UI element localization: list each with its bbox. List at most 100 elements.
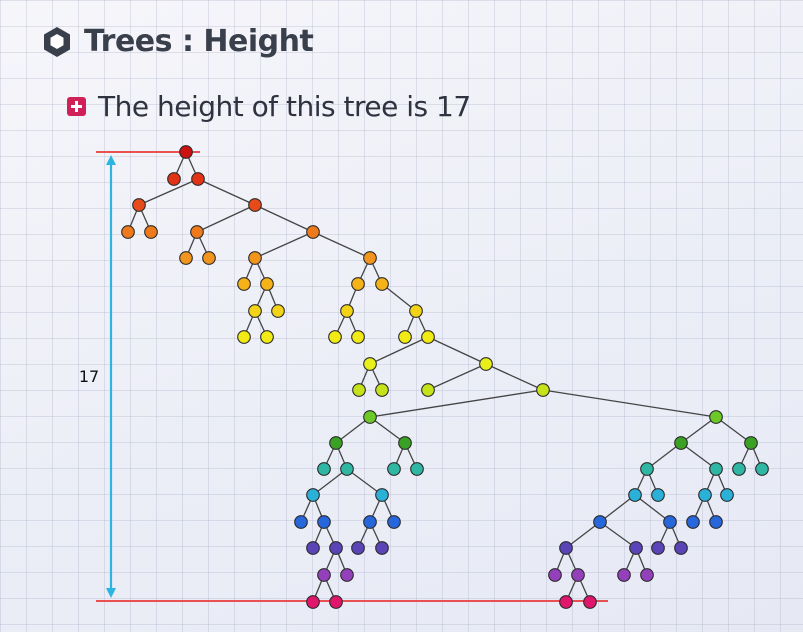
tree-node: [651, 541, 665, 555]
tree-node: [387, 515, 401, 529]
tree-node: [248, 198, 262, 212]
tree-node: [351, 277, 365, 291]
tree-edge: [254, 231, 314, 259]
tree-node: [375, 488, 389, 502]
tree-edge: [254, 204, 314, 233]
tree-node: [248, 251, 262, 265]
tree-edge: [715, 416, 752, 444]
tree-node: [340, 568, 354, 582]
tree-node: [559, 541, 573, 555]
tree-node: [317, 462, 331, 476]
tree-edge: [599, 521, 637, 549]
tree-node: [260, 330, 274, 344]
tree-node: [191, 172, 205, 186]
tree-node: [640, 462, 654, 476]
tree-edge: [346, 468, 383, 496]
tree-node: [709, 462, 723, 476]
tree-node: [663, 515, 677, 529]
tree-node: [593, 515, 607, 529]
tree-edge: [196, 204, 256, 233]
tree-node: [559, 595, 573, 609]
bullet-row: The height of this tree is 17: [67, 90, 471, 123]
tree-node: [720, 488, 734, 502]
tree-node: [709, 515, 723, 529]
tree-edge: [634, 494, 671, 523]
tree-node: [421, 383, 435, 397]
tree-node: [363, 410, 377, 424]
tree-node: [351, 330, 365, 344]
tree-node: [237, 277, 251, 291]
tree-edge: [599, 494, 636, 523]
tree-node: [260, 277, 274, 291]
tree-node: [248, 304, 262, 318]
tree-node: [571, 568, 585, 582]
tree-node: [328, 330, 342, 344]
tree-node: [271, 304, 285, 318]
tree-node: [306, 595, 320, 609]
tree-edge: [369, 389, 544, 418]
tree-node: [329, 436, 343, 450]
tree-node: [548, 568, 562, 582]
tree-node: [352, 383, 366, 397]
tree-node: [306, 488, 320, 502]
tree-edge: [680, 416, 717, 444]
tree-node: [132, 198, 146, 212]
tree-edge: [312, 231, 371, 259]
tree-edge: [485, 363, 544, 391]
tree-node: [190, 225, 204, 239]
tree-node: [237, 330, 251, 344]
tree-node: [329, 595, 343, 609]
title-row: Trees : Height: [40, 24, 314, 59]
tree-node: [698, 488, 712, 502]
height-indicator: 17: [79, 151, 608, 602]
tree-edge: [369, 416, 406, 444]
tree-node: [744, 436, 758, 450]
tree-node: [363, 515, 377, 529]
tree-node: [674, 436, 688, 450]
tree-node: [479, 357, 493, 371]
tree-node: [732, 462, 746, 476]
tree-edge: [542, 389, 717, 418]
tree-edge: [427, 363, 487, 391]
tree-node: [179, 145, 193, 159]
tree-edge: [312, 468, 348, 496]
tree-node: [651, 488, 665, 502]
tree-node: [317, 568, 331, 582]
tree-edge: [427, 336, 487, 365]
tree-node: [583, 595, 597, 609]
tree-node: [144, 225, 158, 239]
tree-node: [340, 304, 354, 318]
tree-node: [640, 568, 654, 582]
tree-node: [617, 568, 631, 582]
tree-node: [686, 515, 700, 529]
tree-node: [398, 330, 412, 344]
tree-edge: [381, 283, 417, 312]
tree-node: [317, 515, 331, 529]
height-label: 17: [79, 367, 99, 386]
tree-node: [375, 383, 389, 397]
tree-node: [674, 541, 688, 555]
tree-edges: [127, 151, 763, 603]
tree-node: [167, 172, 181, 186]
tree-node: [306, 225, 320, 239]
tree-node: [410, 462, 424, 476]
tree-node: [329, 541, 343, 555]
tree-edge: [680, 442, 717, 470]
hexagon-icon: [44, 26, 70, 57]
tree-node: [375, 541, 389, 555]
tree-node: [202, 251, 216, 265]
tree-nodes: [121, 145, 769, 609]
tree-node: [351, 541, 365, 555]
tree-node: [421, 330, 435, 344]
tree-node: [398, 436, 412, 450]
tree-node: [709, 410, 723, 424]
tree-node: [121, 225, 135, 239]
tree-node: [306, 541, 320, 555]
bullet-text: The height of this tree is 17: [98, 90, 471, 123]
tree-edge: [369, 336, 429, 365]
tree-node: [375, 277, 389, 291]
tree-node: [629, 541, 643, 555]
tree-node: [363, 357, 377, 371]
tree-node: [387, 462, 401, 476]
